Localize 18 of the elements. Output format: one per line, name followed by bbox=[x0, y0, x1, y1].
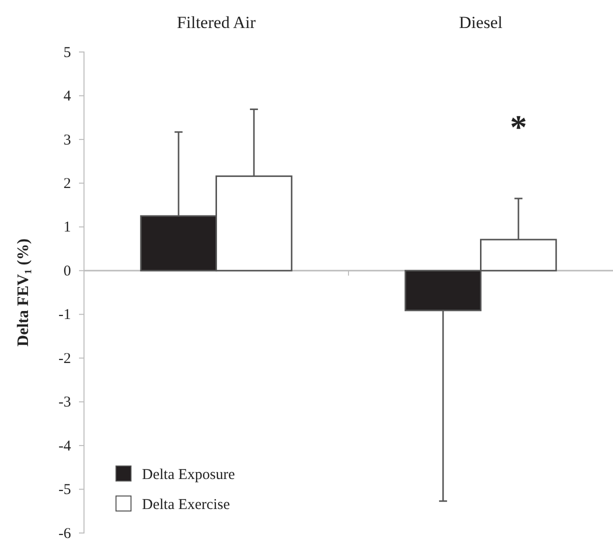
y-tick-label: 2 bbox=[64, 176, 71, 192]
y-tick-label: 3 bbox=[64, 132, 71, 148]
y-tick-label: 0 bbox=[64, 263, 71, 280]
x-tick-label: Filtered Air bbox=[176, 13, 256, 32]
y-tick-label: 1 bbox=[64, 220, 71, 236]
annotation: * bbox=[510, 109, 527, 146]
y-tick-label: -1 bbox=[58, 307, 71, 324]
y-tick-label: -6 bbox=[58, 526, 72, 542]
y-tick-label: -5 bbox=[58, 482, 71, 498]
y-tick-label: 5 bbox=[64, 44, 71, 61]
y-tick-label: -2 bbox=[58, 350, 71, 367]
y-tick-label: -3 bbox=[58, 394, 71, 411]
x-tick-label: Diesel bbox=[459, 13, 503, 32]
legend-label: Delta Exercise bbox=[142, 497, 230, 513]
y-tick-label: -4 bbox=[58, 438, 72, 454]
y-axis-title: Delta FEV₁ (%) bbox=[15, 238, 32, 346]
y-tick-label: 4 bbox=[64, 88, 72, 105]
legend-label: Delta Exposure bbox=[142, 467, 236, 483]
